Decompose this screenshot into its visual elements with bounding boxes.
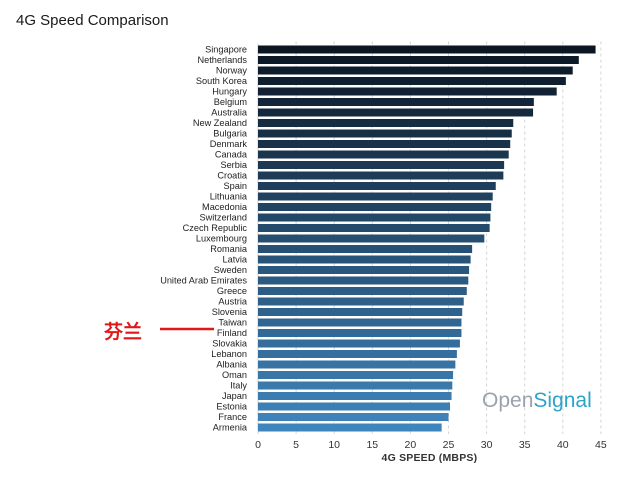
category-label: Denmark xyxy=(210,139,248,149)
bar-oman xyxy=(258,371,454,379)
x-tick-label: 25 xyxy=(443,439,455,451)
category-label: Luxembourg xyxy=(196,234,247,244)
bar-italy xyxy=(258,381,453,390)
bar-switzerland xyxy=(258,213,491,222)
opensignal-watermark: OpenSignal xyxy=(482,389,592,412)
bar-norway xyxy=(258,66,573,75)
category-label: Latvia xyxy=(222,255,247,265)
bar-lebanon xyxy=(258,350,457,358)
x-tick-label: 20 xyxy=(405,439,417,451)
category-label: Switzerland xyxy=(200,213,248,223)
category-label: Albania xyxy=(216,360,248,370)
bar-taiwan xyxy=(258,318,462,327)
bar-romania xyxy=(258,245,473,253)
category-label: Lebanon xyxy=(211,349,247,359)
category-label: Bulgaria xyxy=(213,129,248,139)
bar-singapore xyxy=(258,45,596,54)
x-tick-label: 30 xyxy=(481,439,493,451)
bar-japan xyxy=(258,392,452,400)
category-label: Hungary xyxy=(212,87,247,97)
category-label: Finland xyxy=(217,328,247,338)
category-label: Italy xyxy=(230,381,247,391)
bar-south-korea xyxy=(258,77,566,85)
category-label: Spain xyxy=(224,181,248,191)
watermark-open: Open xyxy=(482,389,533,412)
category-label: Taiwan xyxy=(218,318,247,328)
bar-finland xyxy=(258,329,462,337)
category-label: Armenia xyxy=(213,423,248,433)
bar-slovakia xyxy=(258,339,460,348)
category-label: Romania xyxy=(210,244,248,254)
watermark-signal: Signal xyxy=(533,389,591,412)
bar-albania xyxy=(258,360,456,369)
category-label: South Korea xyxy=(196,76,248,86)
x-tick-label: 35 xyxy=(519,439,531,451)
bar-netherlands xyxy=(258,56,579,64)
category-label: United Arab Emirates xyxy=(160,276,247,286)
bar-france xyxy=(258,413,449,421)
category-label: Sweden xyxy=(214,265,247,275)
x-axis-ticks: 0 5 10 15 20 25 30 35 40 45 xyxy=(255,439,607,451)
category-label: Australia xyxy=(211,108,248,118)
bars xyxy=(258,45,596,432)
bar-lithuania xyxy=(258,192,493,201)
category-label: France xyxy=(218,412,247,422)
bar-bulgaria xyxy=(258,129,512,138)
x-tick-label: 45 xyxy=(595,439,607,451)
bar-spain xyxy=(258,182,496,190)
bar-greece xyxy=(258,287,467,295)
category-label: Canada xyxy=(215,150,248,160)
bar-sweden xyxy=(258,266,470,274)
category-label: Singapore xyxy=(205,45,247,55)
x-tick-label: 5 xyxy=(293,439,299,451)
category-label: Belgium xyxy=(214,97,248,107)
bar-slovenia xyxy=(258,308,463,316)
category-label: Slovakia xyxy=(212,339,248,349)
x-axis-title: 4G SPEED (MBPS) xyxy=(382,452,478,464)
bar-serbia xyxy=(258,161,505,169)
bar-united-arab-emirates xyxy=(258,276,469,285)
bar-belgium xyxy=(258,98,534,106)
bar-denmark xyxy=(258,140,511,148)
bar-croatia xyxy=(258,171,504,180)
bar-czech-republic xyxy=(258,224,490,232)
category-label: Serbia xyxy=(220,160,247,170)
svg-text:OpenSignal: OpenSignal xyxy=(482,389,592,412)
bar-new-zealand xyxy=(258,119,514,127)
bar-estonia xyxy=(258,402,451,411)
bar-macedonia xyxy=(258,203,492,211)
category-label: Macedonia xyxy=(202,202,248,212)
chart-title: 4G Speed Comparison xyxy=(16,12,169,29)
category-label: Netherlands xyxy=(197,55,247,65)
category-label: New Zealand xyxy=(193,118,247,128)
bar-australia xyxy=(258,108,534,117)
bar-canada xyxy=(258,150,509,159)
bar-latvia xyxy=(258,255,471,264)
bar-armenia xyxy=(258,423,442,432)
x-tick-label: 15 xyxy=(366,439,378,451)
category-label: Norway xyxy=(216,66,248,76)
category-label: Slovenia xyxy=(212,307,248,317)
category-label: Estonia xyxy=(216,402,248,412)
x-tick-label: 0 xyxy=(255,439,261,451)
bar-luxembourg xyxy=(258,234,485,243)
category-label: Oman xyxy=(222,370,247,380)
annotation-label: 芬兰 xyxy=(103,320,142,343)
annotation: 芬兰 xyxy=(103,320,214,343)
category-label: Czech Republic xyxy=(183,223,248,233)
x-tick-label: 40 xyxy=(557,439,569,451)
category-label: Austria xyxy=(218,297,247,307)
category-label: Croatia xyxy=(217,171,248,181)
bar-austria xyxy=(258,297,464,306)
x-tick-label: 10 xyxy=(328,439,340,451)
bar-hungary xyxy=(258,87,557,96)
category-label: Greece xyxy=(217,286,247,296)
category-label: Lithuania xyxy=(210,192,248,202)
category-label: Japan xyxy=(222,391,247,401)
